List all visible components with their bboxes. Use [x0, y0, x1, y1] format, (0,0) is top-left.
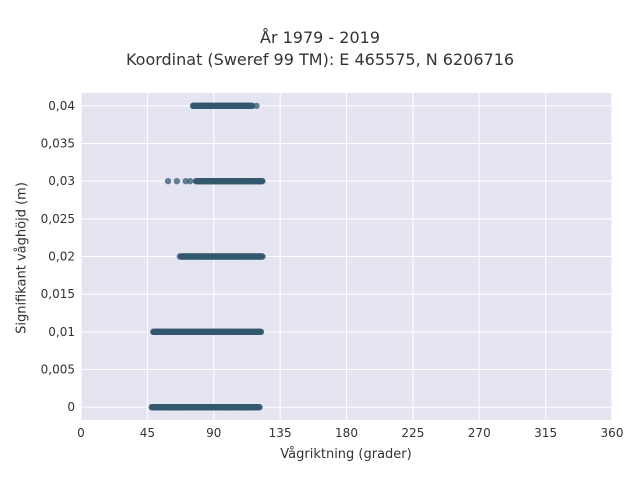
- x-tick-label: 0: [77, 426, 85, 440]
- y-tick-label: 0,015: [41, 287, 75, 301]
- y-axis-label: Signifikant våghöjd (m): [14, 182, 30, 334]
- y-tick-label: 0,03: [48, 174, 75, 188]
- x-tick-label: 135: [269, 426, 292, 440]
- x-tick-label: 45: [140, 426, 155, 440]
- data-points: [148, 102, 266, 411]
- y-tick-label: 0,02: [48, 250, 75, 264]
- y-tick-label: 0,035: [41, 136, 75, 150]
- x-axis-label: Vågriktning (grader): [280, 447, 412, 462]
- y-tick-label: 0,04: [48, 99, 75, 113]
- y-tick-label: 0: [67, 400, 75, 414]
- y-tick-label: 0,005: [41, 363, 75, 377]
- y-axis-ticks: 0 0,005 0,01 0,015 0,02 0,025 0,03 0,035 0,04: [41, 99, 75, 414]
- x-tick-label: 180: [335, 426, 358, 440]
- data-point: [257, 328, 265, 336]
- data-point: [248, 102, 256, 110]
- x-tick-label: 225: [401, 426, 424, 440]
- x-tick-label: 90: [206, 426, 221, 440]
- data-point: [259, 177, 266, 185]
- chart-title-line-1: År 1979 - 2019: [260, 28, 380, 47]
- data-point: [176, 253, 184, 260]
- x-axis-ticks: 0 45 90 135 180 225 270 315 360: [77, 426, 623, 440]
- chart-title-line-2: Koordinat (Sweref 99 TM): E 465575, N 62…: [125, 50, 515, 69]
- x-tick-label: 360: [601, 426, 624, 440]
- y-tick-label: 0,025: [41, 212, 75, 226]
- data-point: [253, 102, 260, 110]
- y-tick-label: 0,01: [48, 325, 75, 339]
- data-point: [259, 253, 266, 260]
- data-point: [164, 177, 172, 185]
- data-point: [173, 177, 181, 185]
- data-point: [256, 403, 263, 411]
- x-tick-label: 315: [534, 426, 557, 440]
- data-point: [182, 177, 189, 185]
- data-point: [186, 177, 194, 185]
- x-tick-label: 270: [468, 426, 491, 440]
